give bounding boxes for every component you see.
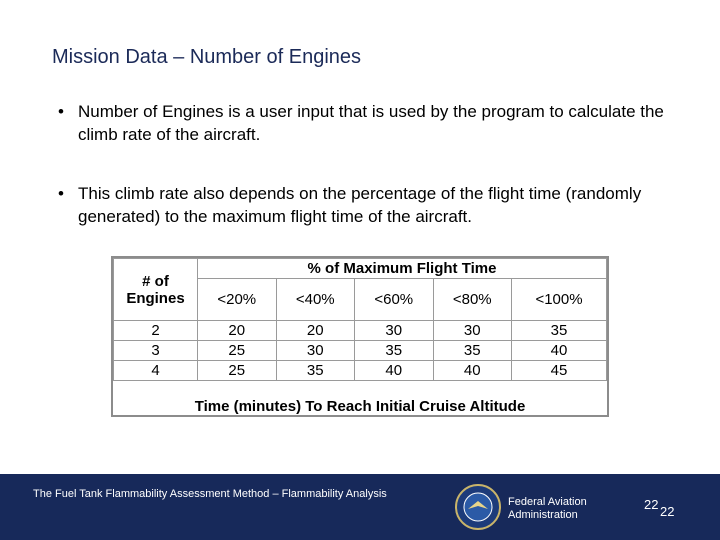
table-row: 4 25 35 40 40 45 xyxy=(113,360,607,381)
table-cell: 25 xyxy=(197,360,277,381)
table-cell: 20 xyxy=(197,320,277,341)
column-header: <20% xyxy=(197,278,277,321)
table-cell: 3 xyxy=(113,340,198,361)
bullet-text: This climb rate also depends on the perc… xyxy=(78,184,642,226)
column-header-row: <20% <40% <60% <80% <100% xyxy=(114,278,607,321)
table-cell: 30 xyxy=(354,320,434,341)
table-row: 2 20 20 30 30 35 xyxy=(113,320,607,341)
faa-logo xyxy=(455,484,501,530)
page-number: 22 xyxy=(660,504,675,519)
table-caption: Time (minutes) To Reach Initial Cruise A… xyxy=(194,398,526,415)
table-cell: 35 xyxy=(511,320,607,341)
data-table: # of Engines % of Maximum Flight Time <2… xyxy=(113,258,607,381)
table-cell: 35 xyxy=(432,340,512,361)
bullet: • This climb rate also depends on the per… xyxy=(58,182,668,228)
agency-name: Federal Aviation Administration xyxy=(508,496,587,522)
table-cell: 40 xyxy=(354,360,434,381)
footer-bar xyxy=(0,474,720,540)
bullet: • Number of Engines is a user input that … xyxy=(58,100,668,146)
footer-text: The Fuel Tank Flammability Assessment Me… xyxy=(33,488,387,500)
row-header: # of Engines xyxy=(113,258,198,321)
table-cell: 25 xyxy=(197,340,277,361)
table-cell: 4 xyxy=(113,360,198,381)
column-header: <60% xyxy=(354,278,434,321)
table-cell: 40 xyxy=(432,360,512,381)
table-cell: 45 xyxy=(511,360,607,381)
table-cell: 30 xyxy=(275,340,355,361)
table-cell: 20 xyxy=(275,320,355,341)
table-cell: 30 xyxy=(432,320,512,341)
column-header: <100% xyxy=(511,278,607,321)
bullet-text: Number of Engines is a user input that i… xyxy=(78,102,664,144)
agency-line: Federal Aviation xyxy=(508,496,587,508)
table-cell: 35 xyxy=(354,340,434,361)
column-header: <80% xyxy=(432,278,512,321)
table-cell: 35 xyxy=(275,360,355,381)
table-cell: 2 xyxy=(113,320,198,341)
table-row: 3 25 30 35 35 40 xyxy=(113,340,607,361)
slide-title: Mission Data – Number of Engines xyxy=(52,46,362,68)
column-header: <40% xyxy=(275,278,355,321)
page-number: 22 xyxy=(644,497,659,512)
group-header: % of Maximum Flight Time xyxy=(197,258,607,279)
table-box: # of Engines % of Maximum Flight Time <2… xyxy=(111,256,609,417)
table-cell: 40 xyxy=(511,340,607,361)
agency-line: Administration xyxy=(508,509,578,521)
